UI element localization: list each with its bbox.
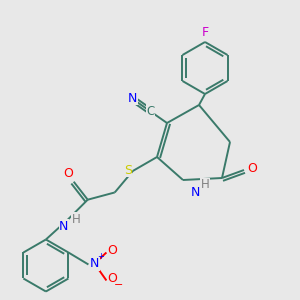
Text: −: − xyxy=(114,280,123,290)
Text: H: H xyxy=(201,178,209,191)
Text: C: C xyxy=(146,105,155,118)
Text: O: O xyxy=(247,161,257,175)
Text: N: N xyxy=(128,92,137,105)
Text: N: N xyxy=(59,220,69,233)
Text: O: O xyxy=(107,244,117,257)
Text: O: O xyxy=(63,167,73,180)
Text: N: N xyxy=(90,257,99,270)
Text: N: N xyxy=(190,185,200,199)
Text: S: S xyxy=(124,164,132,176)
Text: +: + xyxy=(97,252,104,261)
Text: F: F xyxy=(201,26,208,38)
Text: O: O xyxy=(107,272,117,285)
Text: H: H xyxy=(71,213,80,226)
